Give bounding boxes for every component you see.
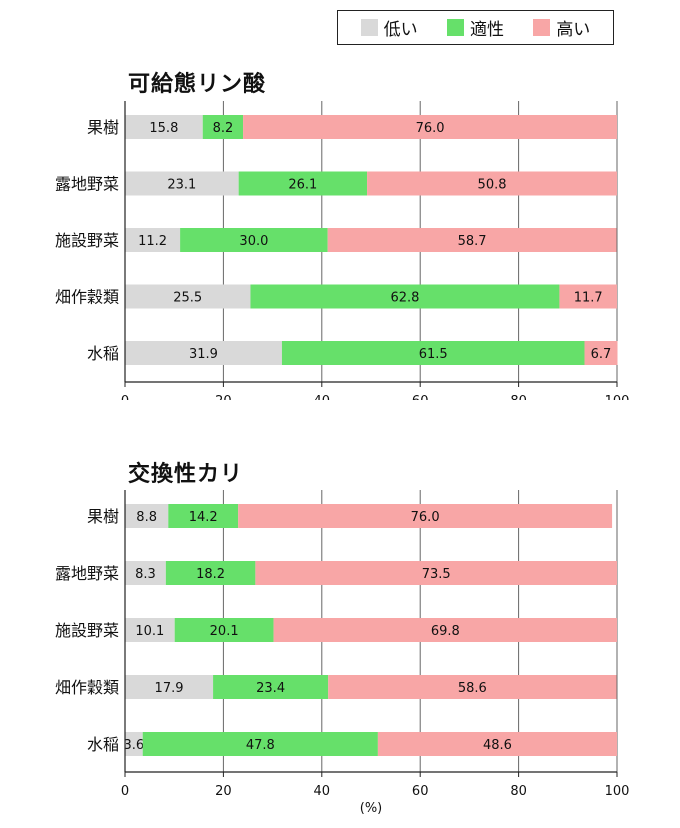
bar-segment <box>125 115 203 139</box>
x-tick-label: 60 <box>412 784 429 799</box>
data-label: 58.6 <box>458 681 487 696</box>
legend: 低い 適性 高い <box>337 10 614 45</box>
legend-item-low: 低い <box>360 15 418 40</box>
x-tick-label: 20 <box>215 394 232 400</box>
data-label: 3.6 <box>124 738 145 753</box>
category-label: 施設野菜 <box>55 231 119 250</box>
data-label: 30.0 <box>239 234 268 249</box>
x-tick-label: 100 <box>605 394 630 400</box>
bar-segment <box>281 341 585 365</box>
legend-label-low: 低い <box>383 20 418 40</box>
bar-segment <box>367 171 617 196</box>
chart-phosphate: 果樹 15.8 8.2 76.0 露地野菜 23.1 26.1 50.8 施設野菜 11.2 30.… <box>55 101 630 400</box>
data-label: 8.8 <box>136 510 157 525</box>
data-label: 73.5 <box>422 567 451 582</box>
data-label: 61.5 <box>419 347 448 362</box>
data-label: 50.8 <box>478 178 507 193</box>
bar-segment <box>238 171 368 196</box>
category-label: 露地野菜 <box>55 175 119 194</box>
data-label: 14.2 <box>189 510 218 525</box>
bar-segment <box>125 341 282 365</box>
x-axis-label: (%) <box>360 801 383 816</box>
data-label: 8.2 <box>213 121 234 136</box>
category-label: 水稲 <box>87 735 119 754</box>
bar-segment <box>377 732 617 756</box>
data-label: 69.8 <box>431 624 460 639</box>
category-label: 施設野菜 <box>55 621 119 640</box>
bar-segment <box>125 504 169 528</box>
chart-title-phosphate: 可給態リン酸 <box>128 72 267 97</box>
bar-segment <box>584 341 618 365</box>
legend-swatch-low <box>360 19 378 36</box>
chart-title-potassium: 交換性カリ <box>128 462 244 487</box>
data-label: 76.0 <box>411 510 440 525</box>
data-label: 76.0 <box>416 121 445 136</box>
x-tick-label: 80 <box>510 394 527 400</box>
data-label: 18.2 <box>196 567 225 582</box>
bar-segment <box>273 618 617 642</box>
x-tick-label: 100 <box>605 784 630 799</box>
data-label: 6.7 <box>591 347 612 362</box>
x-tick-label: 80 <box>510 784 527 799</box>
bar-segment <box>255 561 617 585</box>
data-label: 26.1 <box>288 178 317 193</box>
bar-segment <box>327 228 617 252</box>
bar-segment <box>168 504 239 528</box>
category-label: 水稲 <box>87 344 119 363</box>
bar-segment <box>328 675 617 699</box>
data-label: 23.4 <box>256 681 285 696</box>
data-label: 11.7 <box>574 291 603 306</box>
legend-item-high: 高い <box>533 15 590 40</box>
bar-segment <box>559 284 617 309</box>
x-tick-label: 40 <box>314 394 331 400</box>
category-label: 露地野菜 <box>55 564 119 583</box>
x-tick-label: 20 <box>215 784 232 799</box>
x-tick-label: 40 <box>314 784 331 799</box>
data-label: 62.8 <box>390 291 419 306</box>
bar-segment <box>180 228 328 252</box>
data-label: 10.1 <box>135 624 164 639</box>
data-label: 20.1 <box>210 624 239 639</box>
bar-segment <box>250 284 560 309</box>
bar-segment <box>213 675 329 699</box>
legend-label-suitable: 適性 <box>469 20 504 40</box>
legend-swatch-suitable <box>446 19 464 36</box>
bar-segment <box>125 284 251 309</box>
data-label: 31.9 <box>189 347 218 362</box>
bar-segment <box>238 504 613 528</box>
bar-segment <box>125 618 175 642</box>
bar-segment <box>125 732 143 756</box>
bar-segment <box>125 171 239 196</box>
bar-segment <box>243 115 617 139</box>
category-label: 果樹 <box>87 118 119 137</box>
data-label: 11.2 <box>138 234 167 249</box>
data-label: 8.3 <box>135 567 156 582</box>
bar-segment <box>202 115 244 139</box>
category-label: 果樹 <box>87 507 119 526</box>
x-tick-label: 60 <box>412 394 429 400</box>
data-label: 15.8 <box>149 121 178 136</box>
data-label: 17.9 <box>155 681 184 696</box>
data-label: 23.1 <box>167 178 196 193</box>
data-label: 48.6 <box>483 738 512 753</box>
legend-label-high: 高い <box>556 20 591 40</box>
data-label: 25.5 <box>173 291 202 306</box>
data-label: 58.7 <box>458 234 487 249</box>
category-label: 畑作穀類 <box>55 678 119 697</box>
legend-swatch-high <box>533 19 551 36</box>
bar-segment <box>125 675 214 699</box>
x-tick-label: 0 <box>121 394 129 400</box>
bar-segment <box>125 228 181 252</box>
bar-segment <box>174 618 274 642</box>
bar-segment <box>142 732 378 756</box>
bar-segment <box>165 561 256 585</box>
bar-segment <box>125 561 166 585</box>
category-label: 畑作穀類 <box>55 288 119 307</box>
data-label: 47.8 <box>246 738 275 753</box>
legend-item-suitable: 適性 <box>446 15 504 40</box>
x-tick-label: 0 <box>121 784 129 799</box>
